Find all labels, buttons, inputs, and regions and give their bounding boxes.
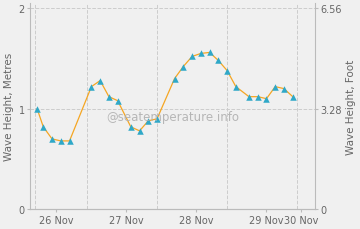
Point — [172, 77, 177, 81]
Point — [97, 79, 103, 83]
Point — [246, 95, 252, 99]
Point — [189, 55, 195, 59]
Text: @seatemperature.info: @seatemperature.info — [106, 111, 239, 123]
Point — [137, 129, 143, 133]
Point — [40, 125, 46, 129]
Y-axis label: Wave Height, Foot: Wave Height, Foot — [346, 59, 356, 154]
Point — [128, 125, 134, 129]
Point — [106, 95, 112, 99]
Point — [273, 85, 278, 89]
Point — [281, 87, 287, 91]
Point — [290, 95, 296, 99]
Point — [58, 139, 64, 143]
Y-axis label: Wave Height, Metres: Wave Height, Metres — [4, 53, 14, 161]
Point — [255, 95, 261, 99]
Point — [154, 117, 160, 121]
Point — [34, 107, 40, 111]
Point — [89, 85, 94, 89]
Point — [49, 137, 55, 141]
Point — [233, 85, 239, 89]
Point — [180, 65, 186, 69]
Point — [207, 51, 212, 55]
Point — [215, 59, 221, 63]
Point — [198, 52, 204, 56]
Point — [115, 99, 121, 103]
Point — [264, 97, 269, 101]
Point — [145, 120, 151, 123]
Point — [224, 69, 230, 73]
Point — [67, 139, 72, 143]
